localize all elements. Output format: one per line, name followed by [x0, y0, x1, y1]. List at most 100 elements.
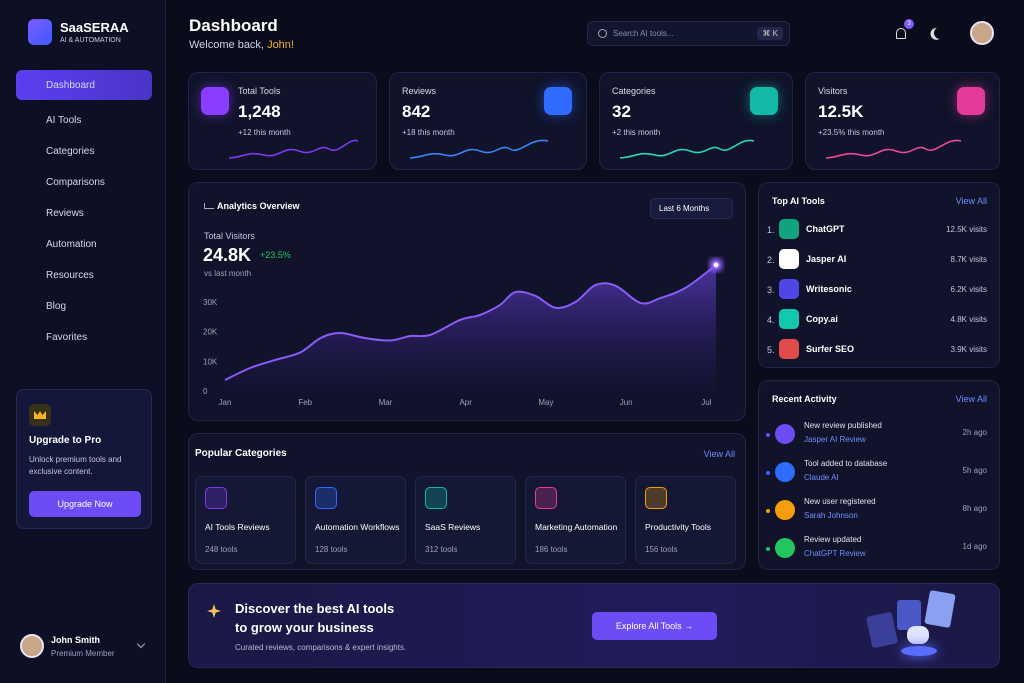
x-tick-label: May	[538, 398, 553, 407]
activity-link[interactable]: ChatGPT Review	[804, 549, 866, 558]
activity-link[interactable]: Claude AI	[804, 473, 839, 482]
stat-card: Visitors 12.5K +23.5% this month	[805, 72, 1000, 170]
activity-link[interactable]: Jasper AI Review	[804, 435, 866, 444]
y-tick-label: 10K	[203, 357, 218, 366]
tool-rank: 2.	[767, 255, 775, 265]
activity-text: Tool added to database	[804, 459, 888, 468]
user-menu[interactable]	[136, 639, 146, 649]
nav-item[interactable]: Automation	[46, 238, 97, 250]
tool-visits: 12.5K visits	[946, 225, 987, 234]
sparkline	[620, 139, 754, 159]
stat-label: Reviews	[402, 86, 437, 96]
category-name: Automation Workflows	[315, 522, 400, 532]
x-tick-label: Jul	[701, 398, 711, 407]
nav-item[interactable]: Reviews	[46, 207, 84, 219]
nav-item[interactable]: Resources	[46, 269, 94, 281]
stat-value: 32	[612, 102, 631, 121]
shortcut: ⌘ K	[757, 27, 783, 40]
sparkle-icon	[207, 604, 221, 618]
sparkline	[229, 139, 358, 159]
category-card[interactable]: Productivity Tools 156 tools	[635, 476, 736, 564]
category-card[interactable]: SaaS Reviews 312 tools	[415, 476, 516, 564]
nav-item[interactable]: Favorites	[46, 331, 88, 343]
tool-name[interactable]: Copy.ai	[806, 314, 838, 324]
category-icon	[315, 487, 337, 509]
tool-visits: 4.8K visits	[950, 315, 987, 324]
stat-value: 842	[402, 102, 431, 121]
banner-button[interactable]: Explore All Tools →	[592, 612, 717, 640]
activity-title: Recent Activity	[772, 394, 837, 404]
upgrade-card: Upgrade to Pro Unlock premium tools and …	[16, 389, 152, 529]
nav-item[interactable]: Categories	[46, 145, 95, 157]
tool-visits: 3.9K visits	[950, 345, 987, 354]
search-box[interactable]: Search AI tools... ⌘ K	[587, 21, 790, 46]
end-point	[711, 260, 721, 270]
activity-time: 2h ago	[962, 428, 987, 437]
range-select[interactable]: Last 6 Months	[650, 198, 733, 219]
tool-name[interactable]: Jasper AI	[806, 254, 847, 264]
tool-name[interactable]: Writesonic	[806, 284, 852, 294]
stat-icon	[750, 87, 778, 115]
nav-item[interactable]: Blog	[46, 300, 67, 312]
tool-rank: 1.	[767, 225, 775, 235]
tool-logo	[779, 249, 799, 269]
activity-time: 8h ago	[962, 504, 987, 513]
stat-icon	[201, 87, 229, 115]
categories-title: Popular Categories	[195, 448, 287, 459]
x-tick-label: Jan	[219, 398, 232, 407]
sidebar: SaaSERAA AI & AUTOMATION Dashboard AI Too…	[0, 0, 166, 683]
brand: SaaSERAA	[60, 20, 129, 35]
upgrade-text: Unlock premium tools and exclusive conte…	[29, 455, 122, 476]
sparkline	[826, 139, 961, 159]
activity-icon	[775, 424, 795, 444]
activity-dot	[766, 509, 770, 513]
categories-link[interactable]: View All	[703, 449, 735, 459]
top-tools-link[interactable]: View All	[955, 196, 987, 206]
stat-icon	[957, 87, 985, 115]
banner-title-1: Discover the best AI tools	[235, 601, 395, 616]
category-card[interactable]: Automation Workflows 128 tools	[305, 476, 406, 564]
tool-rank: 5.	[767, 345, 775, 355]
activity-link[interactable]: View All	[955, 394, 987, 404]
tool-visits: 8.7K visits	[950, 255, 987, 264]
y-tick-label: 30K	[203, 298, 218, 307]
tool-name[interactable]: Surfer SEO	[806, 344, 855, 354]
stat-change: +12 this month	[238, 128, 291, 137]
tool-logo	[779, 279, 799, 299]
activity-text: Review updated	[804, 535, 862, 544]
category-icon	[205, 487, 227, 509]
stat-card: Categories 32 +2 this month	[599, 72, 793, 170]
stat-change: +2 this month	[612, 128, 661, 137]
tool-rank: 3.	[767, 285, 775, 295]
bell-icon[interactable]	[896, 28, 906, 39]
y-tick-label: 0	[203, 387, 208, 396]
stat-icon	[544, 87, 572, 115]
y-tick-label: 20K	[203, 328, 218, 337]
x-tick-label: Apr	[459, 398, 472, 407]
activity-icon	[775, 538, 795, 558]
tool-name[interactable]: ChatGPT	[806, 224, 845, 234]
nav-item[interactable]: AI Tools	[46, 114, 82, 126]
header-avatar[interactable]	[970, 21, 994, 45]
activity-dot	[766, 471, 770, 475]
greeting: Welcome back, John!	[189, 39, 294, 51]
greeting-text: Welcome back,	[189, 39, 264, 51]
top-tools-card: Top AI Tools View All 1. ChatGPT 12.5K vis…	[758, 182, 1000, 368]
activity-link[interactable]: Sarah Johnson	[804, 511, 858, 520]
stat-change: +18 this month	[402, 128, 455, 137]
banner-subtitle: Curated reviews, comparisons & expert in…	[235, 643, 407, 652]
analytics-card: Analytics Overview Last 6 Months Total V…	[188, 182, 746, 421]
category-card[interactable]: Marketing Automation 186 tools	[525, 476, 626, 564]
tool-visits: 6.2K visits	[950, 285, 987, 294]
category-card[interactable]: AI Tools Reviews 248 tools	[195, 476, 296, 564]
area-fill	[225, 265, 716, 391]
stat-change: +23.5% this month	[818, 128, 885, 137]
categories-card: Popular Categories View All AI Tools Rev…	[188, 433, 746, 570]
nav-item[interactable]: Comparisons	[46, 176, 105, 188]
upgrade-button[interactable]: Upgrade Now	[29, 491, 141, 517]
analytics-title: Analytics Overview	[217, 201, 300, 211]
activity-text: New user registered	[804, 497, 876, 506]
nav-item[interactable]: Dashboard	[16, 70, 152, 100]
theme-icon[interactable]	[932, 25, 947, 40]
